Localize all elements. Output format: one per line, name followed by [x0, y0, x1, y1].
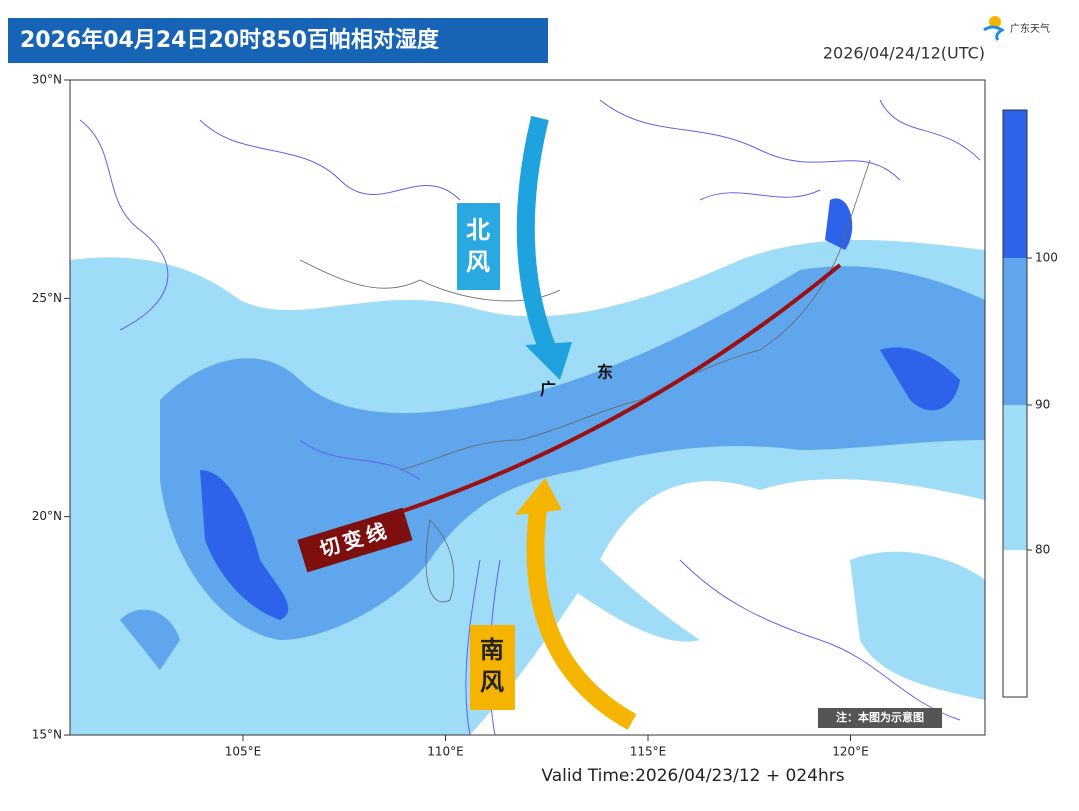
- map: [70, 80, 985, 735]
- note: 注：本图为示意图: [836, 710, 924, 724]
- colorbar-label: 100: [1035, 251, 1058, 265]
- province-char: 广: [540, 380, 556, 399]
- map-frame: [69, 79, 986, 736]
- shear-line: [399, 263, 842, 514]
- lat-label: 30°N: [32, 73, 62, 87]
- south-wind-box: [470, 625, 515, 710]
- title: 2026年04月24日20时850百帕相对湿度: [20, 27, 440, 53]
- north-arrow: [516, 115, 557, 354]
- lon-label: 120°E: [832, 745, 869, 759]
- lat-label: 25°N: [32, 291, 62, 305]
- valid-time: Valid Time:2026/04/23/12 + 024hrs: [541, 766, 844, 786]
- province-char: 东: [597, 363, 613, 382]
- lat-label: 20°N: [32, 509, 62, 523]
- north-wind-label: 北风: [466, 216, 490, 276]
- timestamp: 2026/04/24/12(UTC): [823, 44, 985, 63]
- colorbar: [1002, 109, 1028, 698]
- logo: 广东天气: [983, 16, 1050, 41]
- lon-label: 115°E: [630, 745, 667, 759]
- axis-ticks: 30°N 25°N 20°N 15°N 105°E 110°E 115°E 120°E 100 9…: [32, 73, 1058, 759]
- lon-label: 110°E: [427, 745, 464, 759]
- lat-label: 15°N: [32, 728, 62, 742]
- colorbar-label: 80: [1035, 543, 1050, 557]
- colorbar-label: 90: [1035, 398, 1050, 412]
- north-arrow-head: [525, 342, 572, 380]
- south-wind-label: 南风: [480, 636, 504, 696]
- north-wind-box: [457, 203, 500, 290]
- lon-label: 105°E: [225, 745, 262, 759]
- note-box: [818, 708, 942, 728]
- south-arrow: [526, 508, 637, 730]
- logo-text: 广东天气: [1010, 22, 1050, 35]
- south-arrow-head: [515, 478, 562, 515]
- title-box: [8, 18, 548, 63]
